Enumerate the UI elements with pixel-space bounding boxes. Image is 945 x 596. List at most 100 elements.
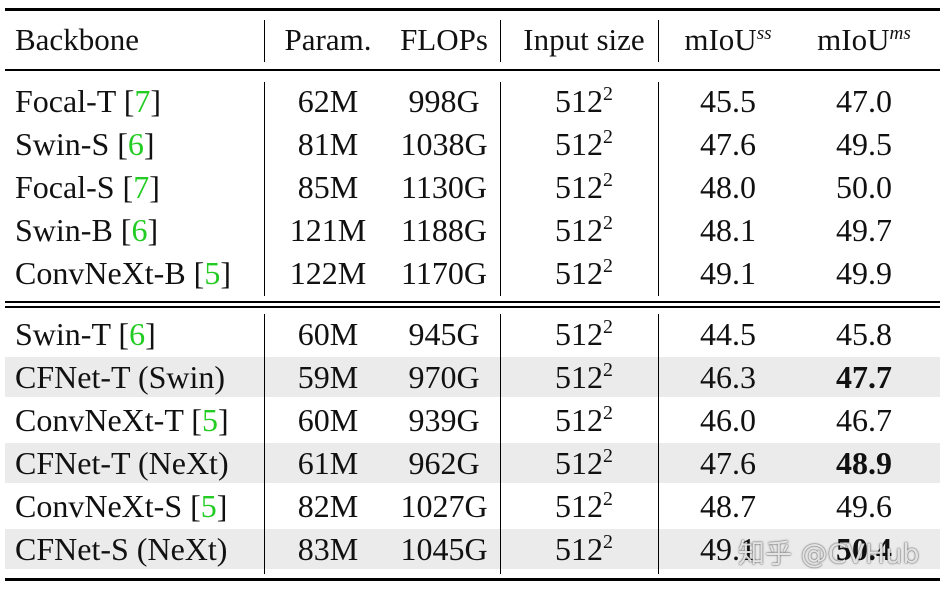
input-size-base: 512 <box>555 316 604 352</box>
citation-link[interactable]: 5 <box>200 488 217 524</box>
input-size-cell: 5122 <box>505 210 663 250</box>
miou-ms-cell: 47.7 <box>836 359 892 395</box>
header-input-size: Input size <box>523 22 645 57</box>
backbone-cell: Focal-T [7] <box>15 81 161 121</box>
miou-ss-cell: 46.3 <box>700 359 756 395</box>
miou-ms-cell: 49.6 <box>836 488 892 524</box>
param-cell: 122M <box>289 255 367 291</box>
input-size-base: 512 <box>555 359 604 395</box>
input-size-base: 512 <box>555 83 604 119</box>
backbone-name: CFNet-S (NeXt) <box>15 531 228 567</box>
backbone-cell: Focal-S [7] <box>15 167 160 207</box>
miou-ms-cell: 48.9 <box>836 445 892 481</box>
backbone-name: CFNet-T (Swin) <box>15 359 226 395</box>
input-size-base: 512 <box>555 212 604 248</box>
group-separator-top <box>5 301 940 303</box>
citation-link[interactable]: 6 <box>127 126 144 162</box>
citation: [6] <box>117 126 155 162</box>
flops-cell: 1027G <box>400 488 488 524</box>
table-row: CFNet-T (Swin) 59M 970G 5122 46.3 47.7 <box>5 357 940 397</box>
table-row: Focal-T [7] 62M 998G 5122 45.5 47.0 <box>5 81 940 121</box>
param-cell: 81M <box>297 126 359 162</box>
header-rule <box>5 69 940 71</box>
backbone-name: Swin-T <box>15 316 111 352</box>
citation-link[interactable]: 6 <box>131 212 148 248</box>
header-miou-ss-text: mIoU <box>684 22 757 57</box>
flops-cell: 1045G <box>400 531 488 567</box>
header-param: Param. <box>284 22 372 57</box>
backbone-name: Focal-T <box>15 83 116 119</box>
backbone-cell: ConvNeXt-B [5] <box>15 253 231 293</box>
backbone-name: ConvNeXt-S <box>15 488 183 524</box>
miou-ms-cell: 50.0 <box>836 169 892 205</box>
backbone-cell: ConvNeXt-T [5] <box>15 400 229 440</box>
backbone-name: ConvNeXt-T <box>15 402 184 438</box>
param-cell: 83M <box>297 531 359 567</box>
input-size-base: 512 <box>555 531 604 567</box>
miou-ss-cell: 44.5 <box>700 316 756 352</box>
citation-link[interactable]: 5 <box>201 402 218 438</box>
citation-link[interactable]: 6 <box>129 316 146 352</box>
backbone-name: Focal-S <box>15 169 115 205</box>
flops-cell: 1130G <box>401 169 487 205</box>
input-size-cell: 5122 <box>505 529 663 569</box>
input-size-cell: 5122 <box>505 486 663 526</box>
watermark: 知乎 @CVHub <box>738 539 920 570</box>
input-size-cell: 5122 <box>505 400 663 440</box>
input-size-cell: 5122 <box>505 124 663 164</box>
input-size-exponent: 2 <box>603 254 613 277</box>
input-size-exponent: 2 <box>603 82 613 105</box>
backbone-name: Swin-S <box>15 126 110 162</box>
input-size-exponent: 2 <box>603 315 613 338</box>
citation-link[interactable]: 7 <box>133 169 150 205</box>
miou-ms-cell: 47.0 <box>836 83 892 119</box>
input-size-base: 512 <box>555 169 604 205</box>
input-size-exponent: 2 <box>603 168 613 191</box>
input-size-exponent: 2 <box>603 211 613 234</box>
miou-ss-cell: 49.1 <box>700 531 756 567</box>
input-size-cell: 5122 <box>505 253 663 293</box>
column-divider <box>500 314 502 574</box>
table-row: CFNet-T (NeXt) 61M 962G 5122 47.6 48.9 <box>5 443 940 483</box>
flops-cell: 1188G <box>401 212 487 248</box>
header-backbone: Backbone <box>15 22 139 57</box>
flops-cell: 1170G <box>401 255 487 291</box>
table-row: Focal-S [7] 85M 1130G 5122 48.0 50.0 <box>5 167 940 207</box>
miou-ms-cell: 49.9 <box>836 255 892 291</box>
miou-ms-cell: 46.7 <box>836 402 892 438</box>
flops-cell: 945G <box>408 316 480 352</box>
miou-ss-cell: 45.5 <box>700 83 756 119</box>
input-size-exponent: 2 <box>603 125 613 148</box>
backbone-name: ConvNeXt-B <box>15 255 186 291</box>
table-row: Swin-B [6] 121M 1188G 5122 48.1 49.7 <box>5 210 940 250</box>
input-size-base: 512 <box>555 255 604 291</box>
miou-ms-cell: 49.5 <box>836 126 892 162</box>
citation: [6] <box>118 316 156 352</box>
citation-link[interactable]: 7 <box>134 83 151 119</box>
column-divider <box>658 314 660 574</box>
input-size-base: 512 <box>555 402 604 438</box>
citation: [5] <box>190 488 228 524</box>
citation-link[interactable]: 5 <box>204 255 221 291</box>
citation: [6] <box>120 212 159 248</box>
column-divider <box>658 20 660 62</box>
column-divider <box>658 82 660 296</box>
miou-ms-cell: 50.4 <box>836 531 892 567</box>
param-cell: 82M <box>297 488 359 524</box>
table-row: ConvNeXt-T [5] 60M 939G 5122 46.0 46.7 <box>5 400 940 440</box>
header-miou-ss: mIoUss <box>663 20 793 60</box>
input-size-cell: 5122 <box>505 443 663 483</box>
top-rule <box>5 8 940 11</box>
table-row: Swin-S [6] 81M 1038G 5122 47.6 49.5 <box>5 124 940 164</box>
table-row: ConvNeXt-S [5] 82M 1027G 5122 48.7 49.6 <box>5 486 940 526</box>
group-separator-bottom <box>5 306 940 308</box>
input-size-exponent: 2 <box>603 444 613 467</box>
input-size-base: 512 <box>555 488 604 524</box>
miou-ss-cell: 49.1 <box>700 255 756 291</box>
input-size-exponent: 2 <box>603 401 613 424</box>
citation: [5] <box>191 402 229 438</box>
bottom-rule <box>5 578 940 581</box>
flops-cell: 939G <box>408 402 480 438</box>
column-divider <box>264 20 266 62</box>
param-cell: 62M <box>297 83 359 119</box>
